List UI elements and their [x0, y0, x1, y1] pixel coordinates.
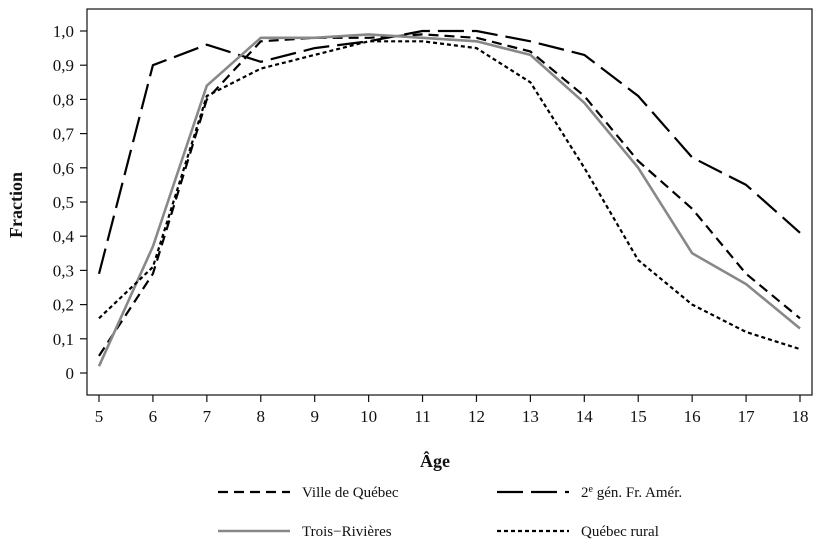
x-tick-label: 8 [257, 407, 266, 426]
y-tick-label: 0,6 [53, 159, 74, 178]
legend-label-2: Trois−Rivières [302, 524, 392, 540]
y-tick-label: 1,0 [53, 22, 74, 41]
x-tick-label: 18 [792, 407, 809, 426]
x-tick-label: 5 [95, 407, 104, 426]
x-tick-label: 16 [684, 407, 701, 426]
y-tick-label: 0,3 [53, 261, 74, 280]
x-tick-label: 11 [414, 407, 430, 426]
y-tick-label: 0,8 [53, 90, 74, 109]
x-tick-label: 6 [149, 407, 158, 426]
x-tick-label: 13 [522, 407, 539, 426]
series-line-2 [97, 33, 801, 367]
x-tick-label: 12 [468, 407, 485, 426]
legend-label-0: Ville de Québec [302, 485, 399, 501]
x-tick-label: 15 [630, 407, 647, 426]
series-line-1 [97, 29, 801, 275]
x-tick-label: 7 [203, 407, 212, 426]
axes: 5 6 7 8 9 10 11 12 13 14 15 16 17 18 0 0,1 0,2 0,3 0,4 0,5 0… [53, 8, 813, 426]
x-axis-title: Âge [420, 450, 450, 471]
series-layer [97, 29, 801, 367]
legend-label-1: 2e gén. Fr. Amér. [581, 484, 682, 502]
y-tick-label: 0,1 [53, 330, 74, 349]
plot-frame [86, 8, 813, 396]
x-tick-label: 10 [360, 407, 377, 426]
legend: Ville de Québec 2e gén. Fr. Amér. Trois−Ri… [218, 484, 682, 540]
legend-label-3: Québec rural [581, 524, 659, 540]
x-tick-label: 17 [738, 407, 756, 426]
x-tick-label: 9 [310, 407, 319, 426]
y-tick-label: 0 [66, 364, 75, 383]
y-tick-label: 0,4 [53, 227, 75, 246]
y-tick-label: 0,9 [53, 56, 74, 75]
y-tick-label: 0,5 [53, 193, 74, 212]
y-tick-label: 0,7 [53, 125, 75, 144]
series-line-3 [98, 40, 801, 351]
y-tick-label: 0,2 [53, 296, 74, 315]
series-line-0 [98, 33, 801, 357]
x-tick-label: 14 [576, 407, 594, 426]
y-axis-title: Fraction [6, 172, 26, 238]
